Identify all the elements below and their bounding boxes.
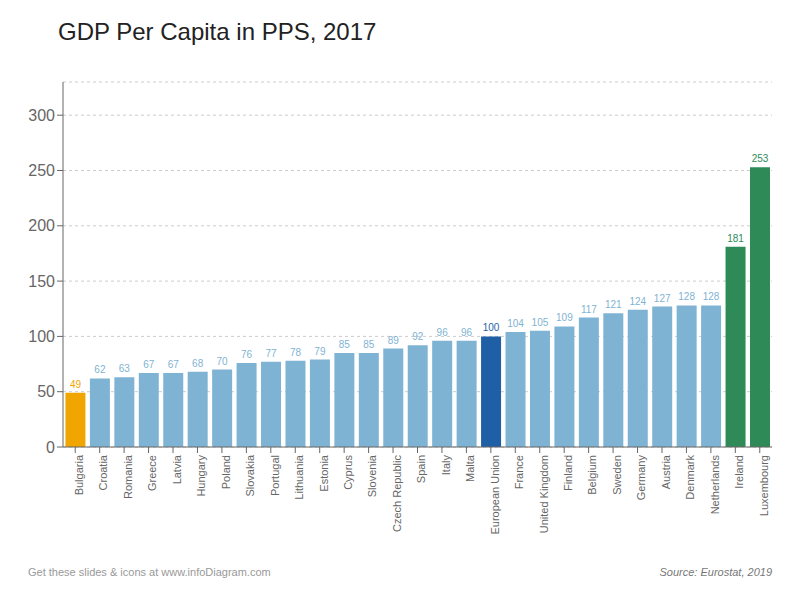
svg-text:Sweden: Sweden (611, 455, 623, 495)
svg-text:European Union: European Union (489, 455, 501, 535)
svg-text:Italy: Italy (440, 455, 452, 476)
svg-text:96: 96 (461, 327, 473, 338)
svg-text:0: 0 (46, 439, 55, 456)
svg-text:253: 253 (752, 153, 769, 164)
svg-text:100: 100 (483, 322, 500, 333)
svg-text:Cyprus: Cyprus (342, 455, 354, 490)
svg-text:Portugal: Portugal (269, 455, 281, 496)
svg-text:124: 124 (629, 296, 646, 307)
svg-text:70: 70 (217, 356, 229, 367)
svg-text:63: 63 (119, 363, 131, 374)
svg-text:76: 76 (241, 349, 253, 360)
svg-text:300: 300 (28, 107, 55, 124)
html-text:GDP Per Capita in PPS, 2017: GDP Per Capita in PPS, 2017 (58, 18, 377, 45)
svg-text:Belgium: Belgium (586, 455, 598, 495)
svg-text:117: 117 (581, 304, 597, 315)
svg-text:128: 128 (678, 291, 695, 302)
svg-text:Estonia: Estonia (318, 454, 330, 492)
svg-text:Latvia: Latvia (171, 454, 183, 484)
svg-text:Romania: Romania (122, 454, 134, 499)
svg-text:United Kingdom: United Kingdom (538, 455, 550, 533)
svg-text:105: 105 (532, 317, 549, 328)
svg-text:50: 50 (37, 383, 55, 400)
svg-text:Slovakia: Slovakia (244, 454, 256, 496)
svg-text:Greece: Greece (146, 455, 158, 491)
svg-text:85: 85 (363, 339, 375, 350)
svg-text:Spain: Spain (415, 455, 427, 483)
svg-text:Poland: Poland (220, 455, 232, 489)
svg-text:79: 79 (314, 346, 326, 357)
svg-text:77: 77 (265, 348, 277, 359)
svg-text:181: 181 (727, 233, 744, 244)
html-text:Source: Eurostat, 2019: Source: Eurostat, 2019 (659, 566, 772, 578)
svg-text:Finland: Finland (562, 455, 574, 491)
svg-text:150: 150 (28, 273, 55, 290)
svg-text:89: 89 (388, 335, 400, 346)
svg-text:96: 96 (437, 327, 449, 338)
svg-text:Malta: Malta (464, 454, 476, 482)
svg-text:109: 109 (556, 312, 573, 323)
svg-text:Netherlands: Netherlands (709, 455, 721, 515)
svg-text:Germany: Germany (635, 455, 647, 501)
svg-text:104: 104 (507, 318, 524, 329)
svg-text:Czech Republic: Czech Republic (391, 455, 403, 533)
svg-text:85: 85 (339, 339, 351, 350)
svg-text:49: 49 (70, 379, 82, 390)
svg-text:Slovenia: Slovenia (366, 454, 378, 497)
svg-text:Lithuania: Lithuania (293, 454, 305, 500)
svg-text:Denmark: Denmark (684, 455, 696, 500)
svg-text:68: 68 (192, 358, 204, 369)
svg-text:78: 78 (290, 347, 302, 358)
svg-text:128: 128 (703, 291, 720, 302)
svg-text:Austria: Austria (660, 454, 672, 489)
svg-text:127: 127 (654, 293, 671, 304)
svg-text:Croatia: Croatia (97, 454, 109, 490)
svg-text:Bulgaria: Bulgaria (73, 454, 85, 495)
svg-text:Hungary: Hungary (195, 455, 207, 497)
svg-text:100: 100 (28, 328, 55, 345)
html-text:Get these slides & icons at ww: Get these slides & icons at www.infoDiag… (28, 566, 271, 578)
svg-text:92: 92 (412, 331, 424, 342)
svg-text:67: 67 (143, 359, 155, 370)
svg-text:Luxembourg: Luxembourg (758, 455, 770, 516)
svg-text:200: 200 (28, 217, 55, 234)
svg-text:250: 250 (28, 162, 55, 179)
svg-text:France: France (513, 455, 525, 489)
svg-text:121: 121 (605, 299, 622, 310)
svg-text:Ireland: Ireland (733, 455, 745, 489)
svg-text:67: 67 (168, 359, 180, 370)
svg-text:62: 62 (94, 364, 106, 375)
